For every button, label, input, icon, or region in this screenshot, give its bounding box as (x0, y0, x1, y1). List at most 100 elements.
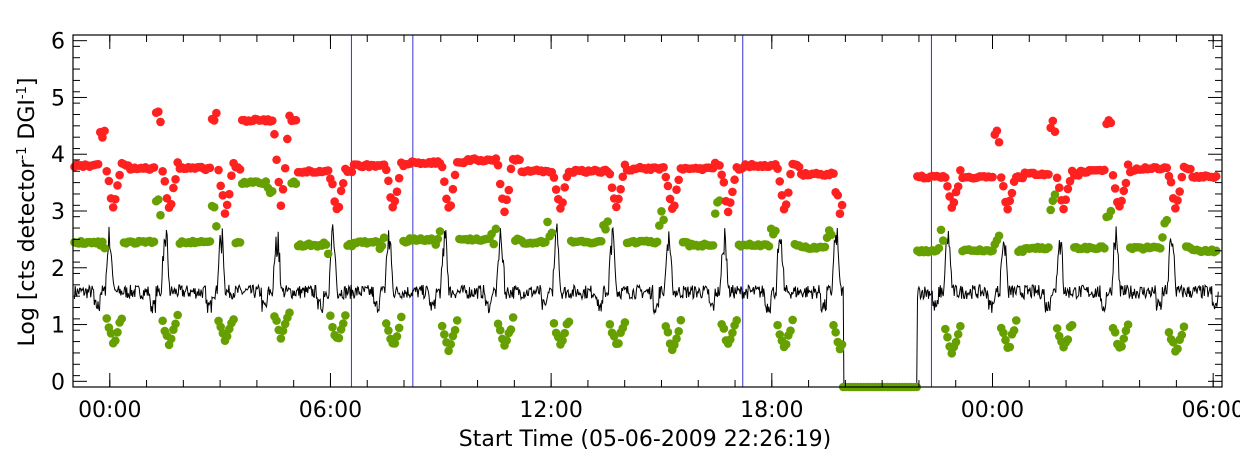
series-green-point (764, 241, 774, 251)
series-green-point (614, 339, 623, 348)
series-green-point (158, 316, 167, 326)
series-red-point (1050, 127, 1060, 136)
series-red-point (996, 173, 1006, 182)
series-green-point (786, 326, 795, 335)
axes: 0 1 2 3 4 5 6 00:00 06:00 12:00 18:00 00:00 06:00 (51, 30, 1240, 423)
series-green-point (1117, 342, 1126, 351)
series-green-point (1123, 320, 1133, 329)
series-red-point (98, 133, 107, 142)
series-green-point (820, 242, 830, 252)
series-green-point (446, 339, 456, 349)
series-green-point (732, 316, 742, 325)
series-green-point (728, 328, 737, 338)
series-red-point (833, 190, 843, 200)
series-red-point (115, 170, 124, 180)
series-green-point (773, 320, 782, 330)
series-red-point (1044, 170, 1053, 179)
series-green-point (620, 318, 630, 327)
series-red-point (384, 176, 393, 186)
series-red-point (491, 154, 501, 163)
series-green-point (489, 239, 499, 249)
series-green-point (334, 333, 344, 343)
series-red-point (837, 200, 847, 210)
series-red-point (717, 170, 726, 180)
series-red-point (1173, 196, 1182, 205)
series-red-point (227, 171, 236, 180)
series-red-point (775, 177, 785, 186)
plot-area (70, 35, 1221, 392)
series-red-point (1186, 164, 1195, 174)
series-green-point (1173, 344, 1182, 354)
series-green-point (1119, 334, 1129, 343)
series-green-point (1067, 320, 1077, 330)
series-green-point (212, 221, 221, 231)
series-green-point (788, 315, 797, 325)
series-green-point (652, 237, 662, 247)
series-green-point (173, 310, 182, 320)
series-red-point (446, 201, 456, 210)
series-red-point (1100, 165, 1109, 175)
series-green-point (113, 327, 122, 337)
series-green-point (1050, 190, 1060, 199)
series-green-point (936, 225, 946, 235)
series-red-point (390, 196, 400, 206)
series-red-point (93, 159, 103, 169)
series-green-point (605, 320, 615, 329)
x-tick-label: 06:00 (1181, 398, 1240, 423)
series-green-point (710, 209, 720, 218)
series-green-point (394, 323, 404, 333)
series-red-point (1061, 195, 1071, 204)
series-red-point (1110, 184, 1120, 193)
series-green-point (149, 237, 159, 246)
series-red-point (495, 179, 505, 189)
series-red-point (1063, 184, 1073, 194)
series-red-point (205, 163, 215, 173)
series-green-point (549, 319, 559, 328)
series-red-point (999, 181, 1008, 191)
series-green-point (321, 240, 331, 249)
series-red-point (267, 116, 277, 126)
series-red-point (450, 170, 460, 180)
series-green-point (102, 314, 112, 323)
series-red-point (169, 183, 178, 193)
series-red-point (154, 107, 163, 117)
series-green-point (771, 226, 780, 236)
series-green-point (276, 334, 286, 343)
series-red-point (504, 185, 514, 195)
series-red-point (719, 178, 729, 187)
y-tick-label: 3 (51, 200, 65, 225)
series-red-point (274, 177, 284, 187)
series-red-point (214, 165, 223, 175)
series-green-point (435, 227, 445, 236)
series-green-point (827, 230, 836, 240)
y-axis-title-part: DGI (15, 99, 40, 146)
series-red-point (209, 116, 219, 125)
series-green-point (1158, 233, 1167, 242)
series-red-point (725, 198, 735, 207)
series-red-point (493, 160, 503, 170)
series-red-point (665, 194, 675, 204)
series-green-point (1168, 337, 1178, 347)
series-green-point (956, 321, 965, 331)
series-green-point (719, 324, 729, 333)
series-green-point (209, 202, 219, 212)
series-green-point (543, 217, 552, 227)
series-red-point (334, 202, 344, 212)
series-red-point (338, 178, 348, 188)
series-green-point (508, 313, 518, 322)
y-tick-label: 1 (51, 314, 65, 339)
series-green-point (1052, 324, 1062, 333)
series-green-point (1044, 243, 1053, 252)
series-red-point (1003, 204, 1012, 214)
series-red-point (560, 183, 570, 192)
series-green-point (156, 210, 165, 220)
series-red-point (549, 173, 559, 182)
series-red-point (160, 176, 170, 186)
series-green-point (601, 224, 610, 234)
series-red-point (323, 166, 333, 175)
series-red-point (670, 201, 679, 210)
series-red-point (222, 200, 232, 210)
series-green-point (440, 330, 449, 339)
series-green-point (657, 206, 666, 216)
series-green-point (205, 237, 215, 246)
